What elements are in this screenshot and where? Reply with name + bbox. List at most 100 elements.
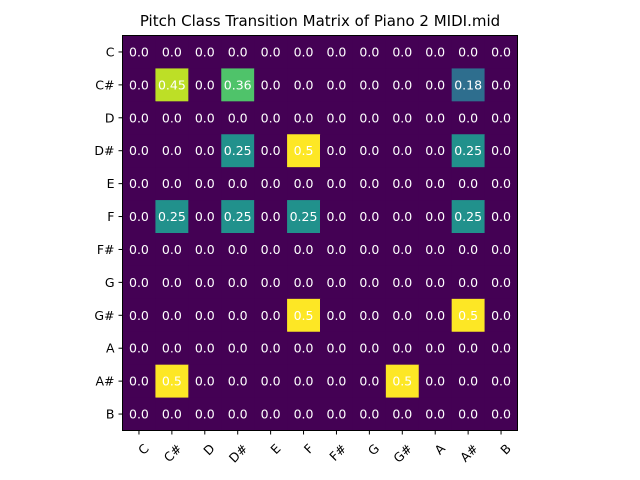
heatmap-cell [320, 35, 354, 69]
cell-value-label: 0.0 [195, 242, 215, 257]
heatmap-cell [385, 233, 420, 267]
x-tick-label: B [497, 441, 514, 458]
cell-value-label: 0.0 [228, 176, 248, 191]
y-tick-label: G# [94, 308, 114, 323]
cell-value-label: 0.0 [359, 242, 379, 257]
heatmap-cell [451, 265, 486, 300]
cell-value-label: 0.0 [392, 275, 412, 290]
heatmap-cell [484, 101, 518, 135]
heatmap-cell [188, 265, 222, 300]
cell-value-label: 0.0 [129, 176, 149, 191]
cell-value-label: 0.45 [158, 77, 186, 92]
heatmap-cell [352, 200, 387, 234]
heatmap-cell [287, 331, 321, 366]
heatmap-cell [320, 364, 354, 399]
heatmap-cell [484, 68, 518, 102]
cell-value-label: 0.0 [458, 275, 478, 290]
cell-value-label: 0.18 [454, 77, 482, 92]
cell-value-label: 0.0 [129, 209, 149, 224]
cell-value-label: 0.0 [425, 176, 445, 191]
cell-value-label: 0.5 [162, 374, 182, 389]
heatmap-cell [287, 35, 321, 69]
cell-value-label: 0.0 [129, 275, 149, 290]
heatmap-cell [451, 331, 486, 366]
cell-value-label: 0.0 [392, 407, 412, 422]
heatmap-cell [287, 364, 321, 399]
heatmap-cell [287, 101, 321, 135]
cell-value-label: 0.0 [359, 176, 379, 191]
cell-value-label: 0.0 [425, 374, 445, 389]
cell-value-label: 0.0 [129, 110, 149, 125]
heatmap-cell [188, 68, 222, 102]
heatmap-cell [484, 265, 518, 300]
heatmap-cell [287, 68, 321, 102]
cell-value-label: 0.0 [261, 110, 281, 125]
heatmap-cell [484, 331, 518, 366]
cell-value-label: 0.25 [454, 143, 482, 158]
heatmap-cell [484, 134, 518, 168]
cell-value-label: 0.0 [228, 407, 248, 422]
cell-value-label: 0.0 [195, 374, 215, 389]
x-axis: C C# D D# E F F# G G# A A# B [135, 430, 514, 466]
heatmap-cell [155, 200, 189, 234]
heatmap-cell [221, 167, 255, 201]
heatmap-cell [287, 200, 321, 234]
cell-value-label: 0.0 [294, 407, 314, 422]
heatmap-cell [122, 265, 156, 300]
x-tick-label: F [301, 441, 317, 457]
cell-value-label: 0.0 [359, 275, 379, 290]
heatmap-cell [254, 233, 288, 267]
heatmap-cell [155, 364, 189, 399]
cell-value-label: 0.0 [327, 374, 347, 389]
cell-value-label: 0.0 [195, 308, 215, 323]
cell-value-label: 0.0 [327, 110, 347, 125]
plot-frame [122, 35, 518, 431]
cell-value-label: 0.0 [392, 341, 412, 356]
y-tick-label: A [106, 341, 115, 356]
cell-value-label: 0.0 [392, 143, 412, 158]
heatmap-cell [352, 35, 387, 69]
heatmap-cell [155, 167, 189, 201]
heatmap-cell [287, 298, 321, 333]
cell-value-label: 0.0 [294, 176, 314, 191]
cell-value-label: 0.0 [458, 341, 478, 356]
cell-value-label: 0.0 [327, 275, 347, 290]
heatmap-cell [352, 167, 387, 201]
heatmap-cell [385, 101, 420, 135]
y-tick-label: C# [95, 77, 114, 92]
heatmap-cell [320, 331, 354, 366]
heatmap-cell [221, 68, 255, 102]
heatmap-cell [451, 298, 486, 333]
heatmap-cell [418, 298, 453, 333]
cell-value-label: 0.0 [261, 308, 281, 323]
cell-value-label: 0.0 [392, 308, 412, 323]
heatmap-cell [188, 167, 222, 201]
cell-value-label: 0.5 [392, 374, 412, 389]
heatmap-cell [418, 364, 453, 399]
cell-value-label: 0.0 [228, 275, 248, 290]
cell-value-label: 0.0 [491, 209, 511, 224]
heatmap-cell [254, 364, 288, 399]
cell-value-label: 0.0 [129, 308, 149, 323]
y-tick-label: E [107, 176, 115, 191]
cell-value-label: 0.0 [228, 308, 248, 323]
cell-value-label: 0.0 [261, 209, 281, 224]
heatmap-cell [254, 167, 288, 201]
cell-value-label: 0.0 [359, 44, 379, 59]
cell-value-label: 0.0 [294, 242, 314, 257]
cell-value-label: 0.0 [392, 242, 412, 257]
cell-value-label: 0.0 [261, 341, 281, 356]
heatmap-cell [352, 134, 387, 168]
cell-value-label: 0.0 [228, 242, 248, 257]
heatmap-cell [254, 298, 288, 333]
heatmap-cell [122, 68, 156, 102]
y-tick-label: D [105, 110, 115, 125]
cell-value-label: 0.0 [359, 110, 379, 125]
heatmap-cell [254, 397, 288, 431]
heatmap-cell [451, 397, 486, 431]
heatmap-cell [385, 68, 420, 102]
chart-title: Pitch Class Transition Matrix of Piano 2… [140, 12, 500, 30]
cell-value-label: 0.0 [458, 374, 478, 389]
cell-value-label: 0.0 [491, 275, 511, 290]
heatmap-cell [287, 134, 321, 168]
